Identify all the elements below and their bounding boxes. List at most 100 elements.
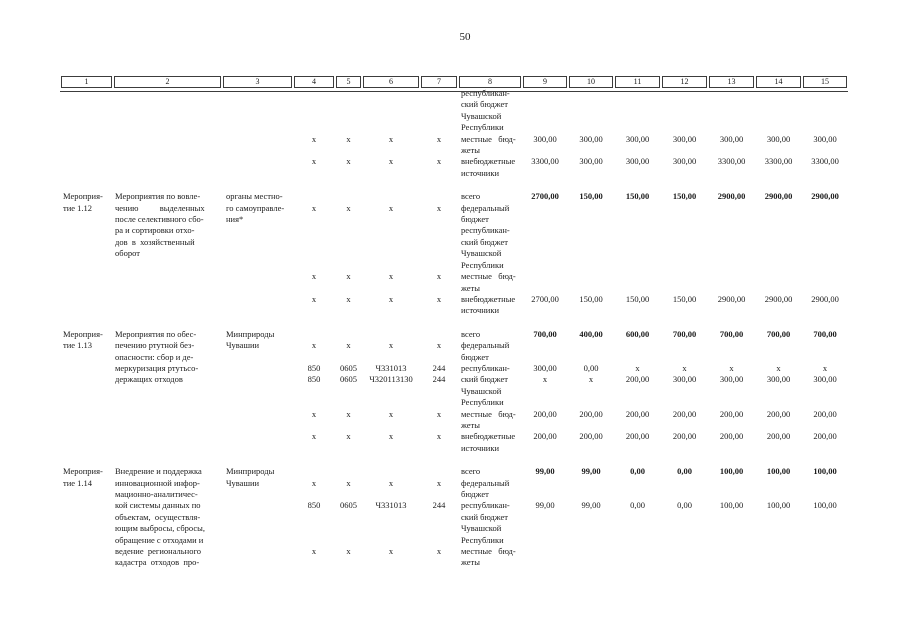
cell-amount: х 200,00 — [625, 362, 650, 385]
cell-expense-type: х — [436, 431, 442, 442]
cell-funding-source: внебюджетные источники — [461, 156, 516, 178]
cell-amount: 3300,00 — [811, 156, 839, 167]
cell-grbs: х — [311, 271, 317, 282]
cell-amount — [522, 225, 568, 271]
cell-amount — [802, 271, 848, 294]
cell-amount: 2700,00 — [531, 191, 559, 202]
cell-amount — [661, 88, 708, 134]
column-number: 15 — [803, 76, 847, 88]
cell-target-article: х — [388, 431, 394, 442]
cell-amount — [661, 340, 708, 363]
cell-amount: 100,00 — [766, 466, 791, 477]
cell-section: х — [346, 202, 351, 213]
cell-target-article — [362, 191, 420, 202]
column-number: 12 — [662, 76, 707, 88]
cell-target-article: х — [388, 156, 394, 167]
row-spacer — [60, 454, 848, 466]
table-row: республикан- ский бюджет Чувашской Респу… — [60, 225, 848, 271]
cell-amount — [568, 88, 614, 134]
cell-activity-id: Мероприя- тие 1.14 — [63, 466, 103, 488]
cell-target-article — [362, 88, 420, 134]
cell-amount: 700,00 — [719, 328, 744, 339]
cell-expense-type — [420, 466, 458, 477]
cell-amount: 2900,00 — [764, 191, 793, 202]
cell-amount: 150,00 — [672, 191, 697, 202]
cell-amount: 0,00 — [677, 500, 692, 511]
cell-amount — [755, 88, 802, 134]
cell-section: х — [346, 546, 351, 557]
cell-amount — [661, 225, 708, 271]
cell-expense-type — [420, 191, 458, 202]
column-number-header: 6 — [362, 76, 420, 88]
cell-funding-source: внебюджетные источники — [461, 293, 516, 316]
cell-funding-source: всего — [461, 328, 481, 339]
cell-amount: 0,00 — [630, 500, 645, 511]
cell-amount — [614, 340, 661, 363]
cell-amount — [522, 340, 568, 363]
cell-section — [335, 191, 362, 202]
cell-amount: 200,00 — [766, 431, 791, 442]
cell-grbs — [293, 88, 335, 134]
cell-amount: 700,00 — [813, 328, 837, 339]
cell-amount: 99,00 — [535, 500, 555, 511]
cell-amount — [755, 271, 802, 294]
cell-amount — [708, 225, 755, 271]
cell-amount: 2700,00 — [531, 293, 559, 304]
cell-amount: 700,00 — [766, 328, 791, 339]
cell-section — [335, 466, 362, 477]
cell-amount — [568, 478, 614, 501]
cell-executor: Минприроды Чувашии — [226, 328, 275, 351]
page-number: 50 — [459, 31, 471, 43]
table-row: х х х х местные бюд- жеты 300,00 300,00 … — [60, 134, 848, 157]
column-number-header: 1 — [60, 76, 113, 88]
cell-target-article: х — [388, 546, 394, 557]
cell-section: х — [346, 431, 351, 442]
cell-target-article: Ч331013 Ч320113130 — [369, 362, 413, 385]
table-row: 850 850 0605 0605 Ч331013 Ч320113130 244… — [60, 363, 848, 409]
column-number-header: 14 — [755, 76, 802, 88]
cell-amount: 600,00 — [625, 328, 650, 339]
cell-amount: 100,00 — [813, 500, 837, 511]
cell-amount — [522, 271, 568, 294]
column-number-header: 12 — [661, 76, 708, 88]
cell-amount: 200,00 — [533, 408, 557, 419]
table-row: х х х х федеральный бюджет — [60, 203, 848, 226]
cell-amount: 2900,00 — [764, 293, 793, 304]
table-row: х х х х внебюджетные источники 200,00 20… — [60, 431, 848, 454]
cell-expense-type: х — [436, 271, 442, 282]
budget-table: 1 2 3 4 5 6 7 8 9 10 11 12 13 14 15 — [60, 76, 848, 569]
cell-amount: 2900,00 — [811, 191, 839, 202]
cell-section — [335, 329, 362, 340]
cell-amount — [614, 203, 661, 226]
cell-grbs: х — [311, 477, 317, 488]
cell-section: х — [346, 408, 351, 419]
table-row: х х х х федеральный бюджет — [60, 478, 848, 501]
cell-amount: 150,00 — [579, 191, 603, 202]
cell-amount — [755, 546, 802, 569]
cell-amount — [661, 546, 708, 569]
cell-target-article: х — [388, 133, 394, 144]
cell-executor: Минприроды Чувашии — [226, 466, 275, 488]
cell-expense-type — [420, 225, 458, 271]
cell-amount: 150,00 — [579, 293, 603, 304]
table-row: х х х х внебюджетные источники 3300,00 3… — [60, 156, 848, 179]
cell-amount — [755, 225, 802, 271]
cell-target-article: х — [388, 202, 394, 213]
cell-grbs: 850 — [307, 500, 321, 511]
cell-section — [335, 225, 362, 271]
column-number: 13 — [709, 76, 754, 88]
cell-target-article: х — [388, 408, 394, 419]
cell-funding-source: местные бюд- жеты — [461, 271, 516, 293]
cell-amount — [708, 340, 755, 363]
cell-amount — [708, 203, 755, 226]
column-number-header: 7 — [420, 76, 458, 88]
cell-amount: 200,00 — [533, 431, 557, 442]
cell-grbs: х — [311, 431, 317, 442]
column-number: 9 — [523, 76, 567, 88]
cell-amount: 300,00 х — [533, 362, 557, 385]
cell-amount — [522, 546, 568, 569]
column-number-header: 15 — [802, 76, 848, 88]
table-row: Мероприя- тие 1.12 Мероприятия по вовле-… — [60, 191, 848, 258]
column-number: 2 — [114, 76, 221, 88]
column-number-header: 4 — [293, 76, 335, 88]
